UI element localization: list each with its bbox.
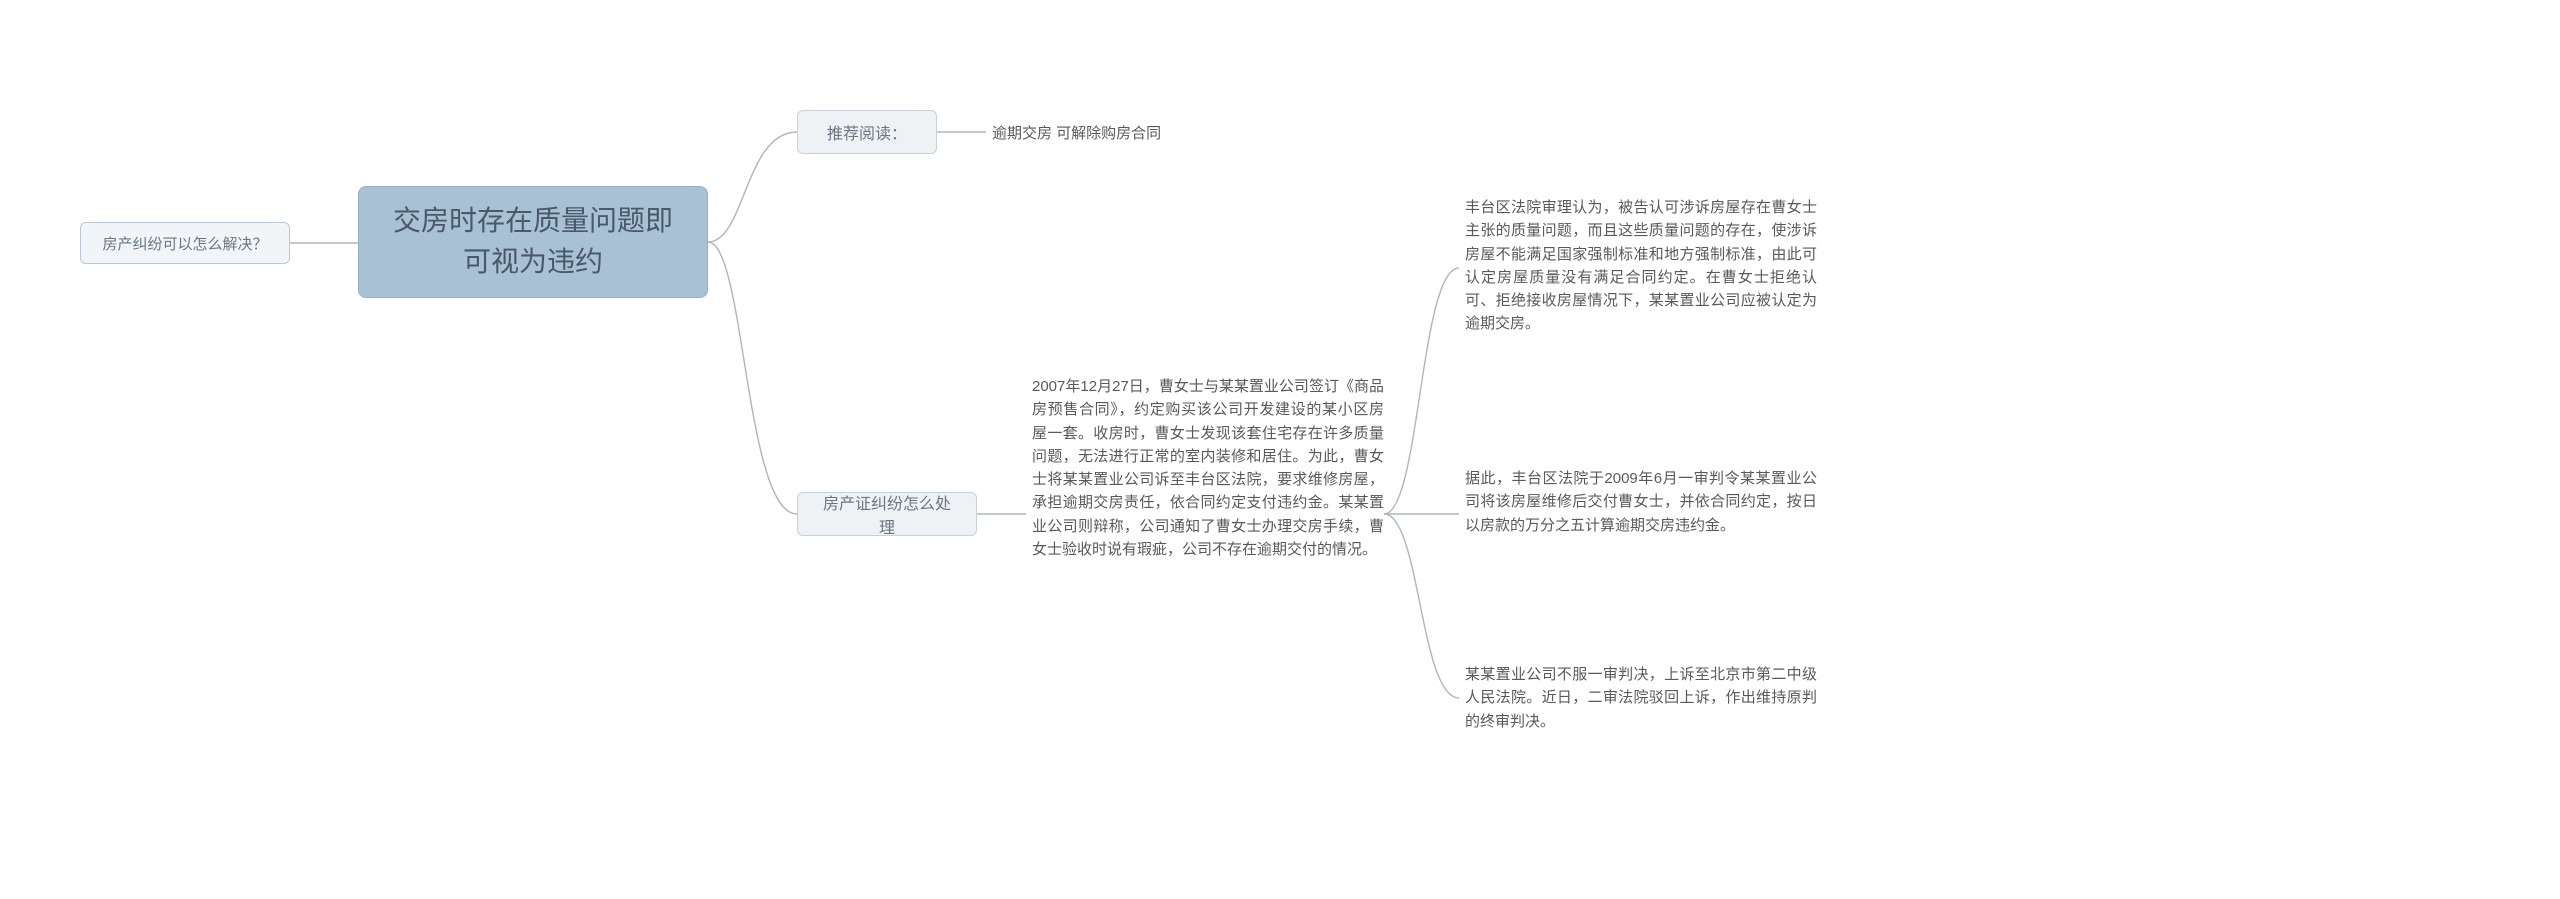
text-appeal-result: 某某置业公司不服一审判决，上诉至北京市第二中级人民法院。近日，二审法院驳回上诉，… (1465, 663, 1817, 733)
text-recommended-article: 逾期交房 可解除购房合同 (992, 122, 1252, 145)
node-property-cert-dispute[interactable]: 房产证纠纷怎么处理 (797, 492, 977, 536)
node-recommended-reading[interactable]: 推荐阅读： (797, 110, 937, 154)
node-root[interactable]: 交房时存在质量问题即可视为违约 (358, 186, 708, 298)
text-case-summary: 2007年12月27日，曹女士与某某置业公司签订《商品房预售合同》，约定购买该公… (1032, 375, 1384, 561)
text-first-judgment: 据此，丰台区法院于2009年6月一审判令某某置业公司将该房屋维修后交付曹女士，并… (1465, 467, 1817, 537)
text-court-finding: 丰台区法院审理认为，被告认可涉诉房屋存在曹女士主张的质量问题，而且这些质量问题的… (1465, 196, 1817, 336)
node-question[interactable]: 房产纠纷可以怎么解决？ (80, 222, 290, 264)
